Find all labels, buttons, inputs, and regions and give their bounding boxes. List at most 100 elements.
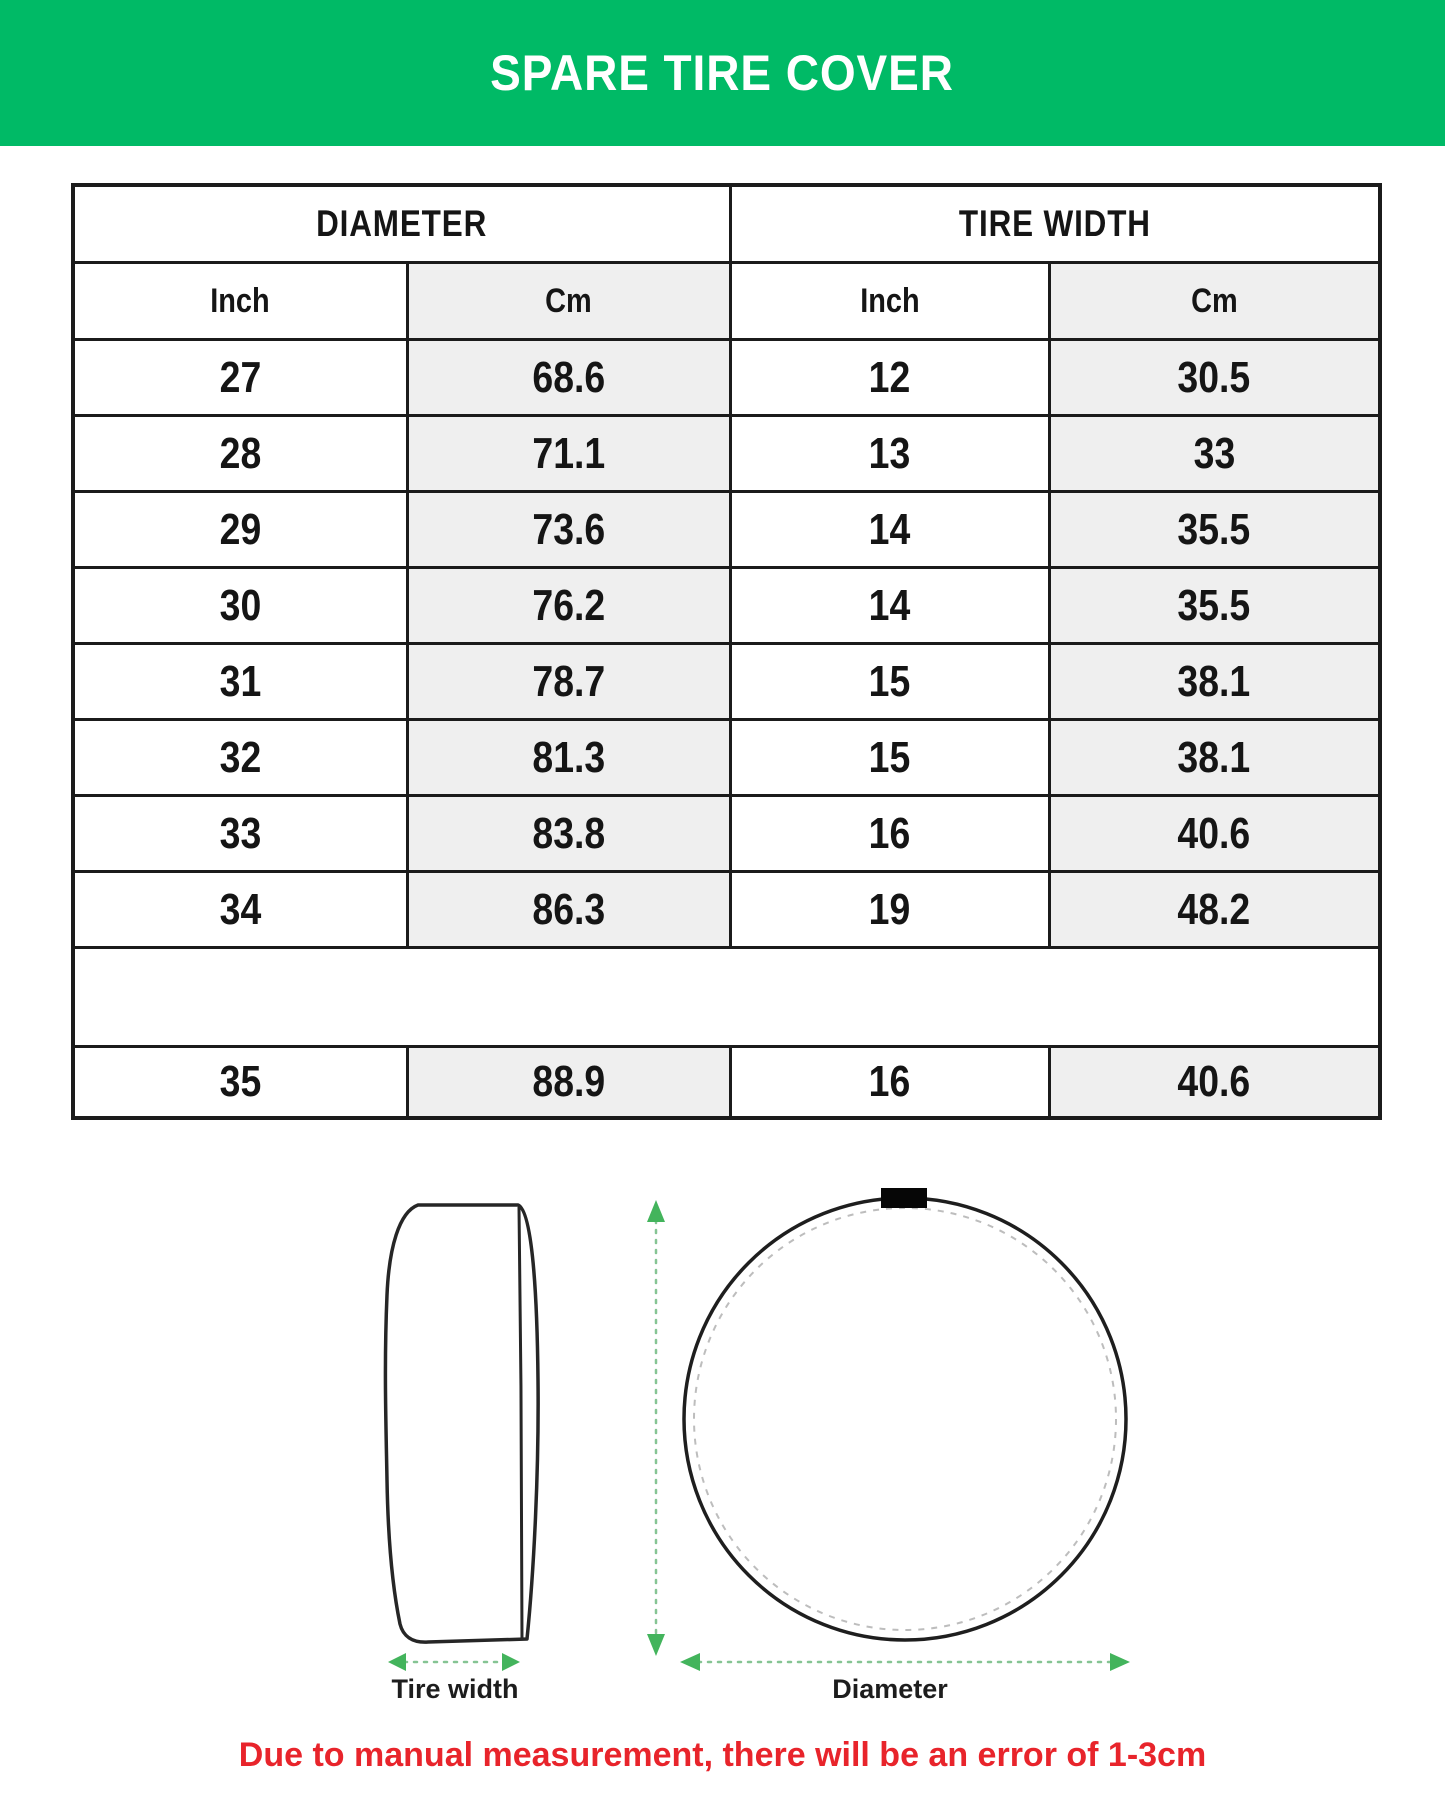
cell-value: 73.6	[532, 504, 605, 554]
diameter-cm-cell: 76.2	[405, 566, 732, 645]
width-cm-cell: 40.6	[1047, 1045, 1382, 1120]
col-header-width-inch: Inch	[728, 261, 1051, 341]
cell-value: 16	[868, 1057, 911, 1106]
width-inch-cell: 16	[728, 794, 1051, 873]
cell-value: 83.8	[532, 808, 605, 858]
tire-side-view-outline	[383, 1203, 540, 1644]
diameter-inch-cell: 35	[71, 1045, 409, 1120]
header-banner: SPARE TIRE COVER	[0, 0, 1445, 146]
cell-value: 35.5	[1177, 580, 1251, 630]
size-chart-table: DIAMETER TIRE WIDTH Inch Cm Inch Cm 27 6…	[71, 183, 1383, 1120]
cell-value: 19	[868, 884, 911, 934]
col-header-diameter-cm: Cm	[405, 261, 732, 341]
cell-value: 71.1	[532, 428, 605, 478]
diameter-cm-cell: 71.1	[405, 414, 732, 493]
group-header-diameter: DIAMETER	[71, 183, 732, 264]
diameter-inch-cell: 34	[71, 870, 409, 949]
table-row: 30 76.2 14 35.5	[71, 566, 1382, 645]
width-cm-cell: 38.1	[1047, 718, 1382, 797]
diameter-label: Diameter	[832, 1674, 948, 1704]
cell-value: 29	[219, 504, 262, 554]
group-header-tire-width: TIRE WIDTH	[728, 183, 1382, 264]
diameter-inch-cell: 27	[71, 338, 409, 417]
cell-value: 15	[868, 656, 911, 706]
diameter-cm-cell: 88.9	[405, 1045, 732, 1120]
tire-width-arrow-head-right	[502, 1653, 520, 1671]
vertical-arrow-head-bottom	[647, 1634, 665, 1656]
cell-value: 33	[219, 808, 262, 858]
group-header-row: DIAMETER TIRE WIDTH	[71, 183, 1382, 264]
width-inch-cell: 14	[728, 566, 1051, 645]
cell-value: 38.1	[1177, 732, 1251, 782]
diameter-inch-cell: 32	[71, 718, 409, 797]
diameter-cm-cell: 81.3	[405, 718, 732, 797]
table-row: 27 68.6 12 30.5	[71, 338, 1382, 417]
diameter-inch-cell: 29	[71, 490, 409, 569]
width-cm-cell: 35.5	[1047, 490, 1382, 569]
group-header-tire-width-label: TIRE WIDTH	[958, 203, 1151, 244]
cell-value: 35.5	[1177, 504, 1251, 554]
table-row: 34 86.3 19 48.2	[71, 870, 1382, 949]
tire-width-arrow-head-left	[388, 1653, 406, 1671]
cell-value: 12	[868, 352, 911, 402]
spacer-cell	[71, 946, 1382, 1048]
vertical-arrow-head-top	[647, 1200, 665, 1222]
spacer-row	[71, 946, 1382, 1048]
col-header-label: Cm	[545, 281, 592, 320]
table-row: 33 83.8 16 40.6	[71, 794, 1382, 873]
cell-value: 30.5	[1177, 352, 1251, 402]
cell-value: 14	[868, 504, 911, 554]
diameter-cm-cell: 68.6	[405, 338, 732, 417]
diameter-inch-cell: 31	[71, 642, 409, 721]
cell-value: 48.2	[1177, 884, 1251, 934]
cell-value: 38.1	[1177, 656, 1251, 706]
cell-value: 33	[1193, 428, 1236, 478]
width-cm-cell: 38.1	[1047, 642, 1382, 721]
col-header-label: Inch	[210, 281, 270, 320]
tire-front-view-circle	[682, 1196, 1128, 1642]
tire-measurement-diagram	[383, 1188, 1130, 1671]
cell-value: 81.3	[532, 732, 605, 782]
diameter-inch-cell: 28	[71, 414, 409, 493]
group-header-diameter-label: DIAMETER	[316, 203, 488, 244]
width-inch-cell: 19	[728, 870, 1051, 949]
cell-value: 40.6	[1177, 1057, 1251, 1106]
width-cm-cell: 30.5	[1047, 338, 1382, 417]
width-cm-cell: 48.2	[1047, 870, 1382, 949]
width-cm-cell: 35.5	[1047, 566, 1382, 645]
width-inch-cell: 12	[728, 338, 1051, 417]
table-row: 28 71.1 13 33	[71, 414, 1382, 493]
cell-value: 86.3	[532, 884, 605, 934]
col-header-width-cm: Cm	[1047, 261, 1382, 341]
cell-value: 31	[219, 656, 262, 706]
diameter-arrow-head-right	[1110, 1653, 1130, 1671]
tire-width-label: Tire width	[391, 1674, 519, 1704]
diameter-inch-cell: 33	[71, 794, 409, 873]
cell-value: 27	[219, 352, 262, 402]
tire-side-edge-line	[517, 1206, 524, 1641]
cell-value: 13	[868, 428, 911, 478]
diameter-cm-cell: 83.8	[405, 794, 732, 873]
cell-value: 32	[219, 732, 262, 782]
cell-value: 30	[219, 580, 262, 630]
diameter-cm-cell: 73.6	[405, 490, 732, 569]
table-row-last: 35 88.9 16 40.6	[71, 1045, 1382, 1120]
col-header-diameter-inch: Inch	[71, 261, 409, 341]
cell-value: 78.7	[532, 656, 605, 706]
table-row: 29 73.6 14 35.5	[71, 490, 1382, 569]
width-cm-cell: 33	[1047, 414, 1382, 493]
column-header-row: Inch Cm Inch Cm	[71, 261, 1382, 341]
cell-value: 35	[219, 1057, 262, 1106]
cell-value: 15	[868, 732, 911, 782]
cell-value: 16	[868, 808, 911, 858]
cell-value: 88.9	[532, 1057, 605, 1106]
diameter-inch-cell: 30	[71, 566, 409, 645]
diameter-cm-cell: 86.3	[405, 870, 732, 949]
diameter-arrow-head-left	[680, 1653, 700, 1671]
measurement-disclaimer: Due to manual measurement, there will be…	[238, 1736, 1207, 1774]
width-inch-cell: 15	[728, 642, 1051, 721]
cell-value: 68.6	[532, 352, 605, 402]
cell-value: 28	[219, 428, 262, 478]
page-title: SPARE TIRE COVER	[490, 45, 955, 101]
